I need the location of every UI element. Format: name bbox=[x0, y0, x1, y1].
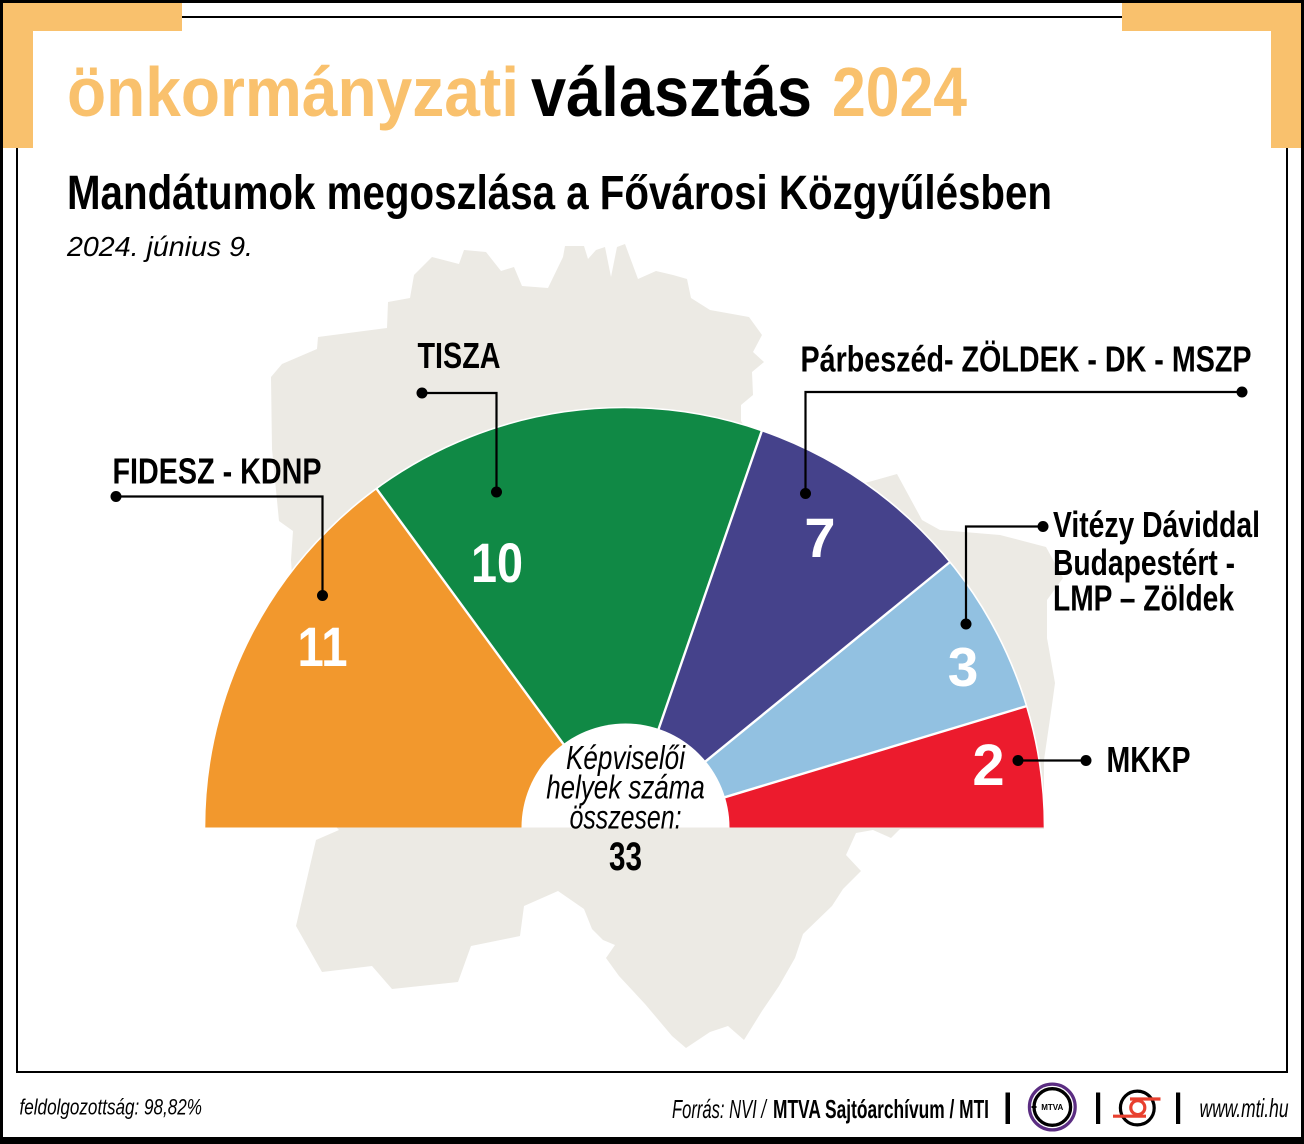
svg-text:Mandátumok megoszlása a Főváro: Mandátumok megoszlása a Fővárosi Közgyűl… bbox=[67, 167, 1052, 220]
svg-text:MTVA Sajtóarchívum / MTI: MTVA Sajtóarchívum / MTI bbox=[773, 1094, 989, 1124]
svg-text:TISZA: TISZA bbox=[418, 335, 501, 376]
svg-text:2: 2 bbox=[972, 733, 1004, 798]
svg-text:helyek száma: helyek száma bbox=[546, 769, 705, 806]
svg-text:33: 33 bbox=[609, 835, 642, 879]
svg-text:Képviselői: Képviselői bbox=[566, 739, 686, 776]
svg-text:MKKP: MKKP bbox=[1107, 739, 1191, 780]
svg-text:választás: választás bbox=[531, 53, 812, 131]
svg-text:FIDESZ - KDNP: FIDESZ - KDNP bbox=[113, 451, 322, 492]
svg-text:feldolgozottság: 98,82%: feldolgozottság: 98,82% bbox=[20, 1095, 203, 1120]
svg-text:összesen:: összesen: bbox=[570, 799, 682, 836]
svg-text:10: 10 bbox=[471, 531, 523, 594]
svg-text:2024: 2024 bbox=[832, 53, 967, 131]
svg-text:LMP – Zöldek: LMP – Zöldek bbox=[1053, 577, 1235, 618]
svg-text:Forrás: NVI /: Forrás: NVI / bbox=[672, 1094, 768, 1124]
svg-text:3: 3 bbox=[948, 636, 979, 698]
svg-text:Vitézy Dáviddal: Vitézy Dáviddal bbox=[1053, 504, 1260, 545]
svg-text:2024. június 9.: 2024. június 9. bbox=[66, 231, 253, 262]
svg-text:7: 7 bbox=[804, 506, 835, 569]
svg-text:MTVA: MTVA bbox=[1041, 1103, 1063, 1112]
svg-text:www.mti.hu: www.mti.hu bbox=[1200, 1093, 1289, 1123]
svg-text:Budapestért -: Budapestért - bbox=[1053, 542, 1235, 583]
svg-text:önkormányzati: önkormányzati bbox=[67, 53, 519, 131]
svg-text:11: 11 bbox=[298, 615, 348, 678]
svg-text:Párbeszéd- ZÖLDEK - DK - MSZP: Párbeszéd- ZÖLDEK - DK - MSZP bbox=[801, 338, 1252, 379]
